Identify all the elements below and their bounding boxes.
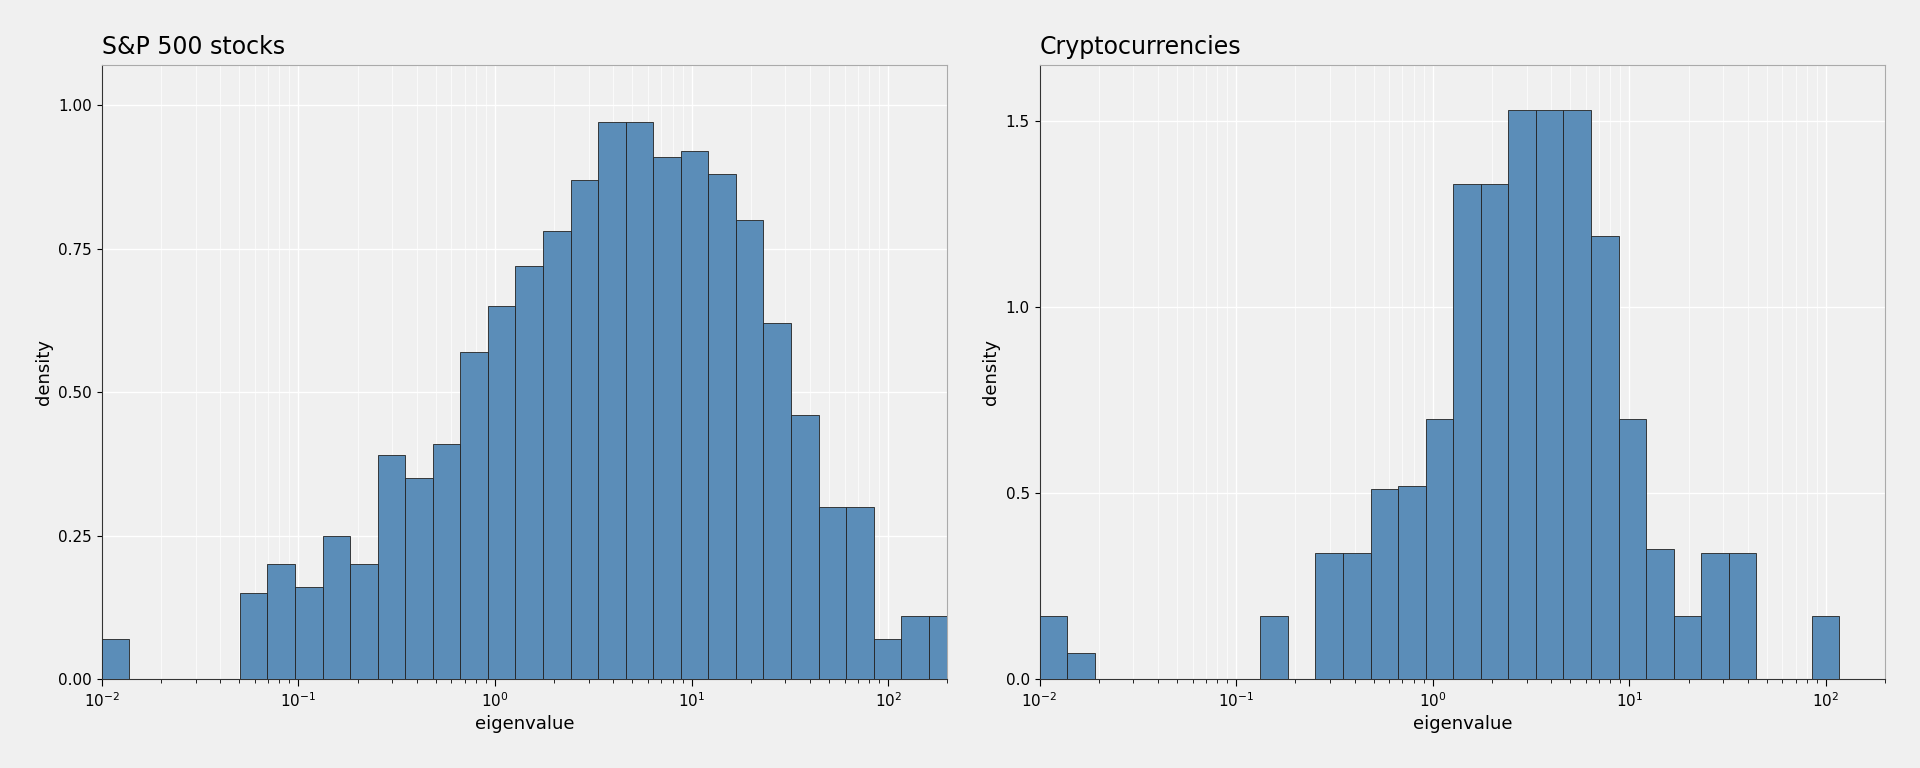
Bar (929, 616, 947, 679)
Bar (708, 174, 735, 679)
Bar (1427, 419, 1453, 679)
Bar (597, 122, 626, 679)
Bar (1812, 616, 1839, 679)
Bar (543, 231, 570, 679)
Bar (1701, 553, 1728, 679)
Bar (1563, 110, 1592, 679)
Bar (1480, 184, 1509, 679)
Bar (432, 444, 461, 679)
Bar (1645, 549, 1674, 679)
Bar (791, 415, 818, 679)
Bar (682, 151, 708, 679)
Bar (1260, 616, 1288, 679)
Bar (323, 535, 349, 679)
Bar (267, 564, 296, 679)
Bar (1068, 653, 1094, 679)
Bar (102, 639, 129, 679)
Bar (461, 352, 488, 679)
Text: Cryptocurrencies: Cryptocurrencies (1039, 35, 1240, 58)
Bar (378, 455, 405, 679)
Bar (900, 616, 929, 679)
Bar (240, 593, 267, 679)
Bar (735, 220, 764, 679)
Y-axis label: density: density (35, 339, 52, 405)
Bar (1619, 419, 1645, 679)
X-axis label: eigenvalue: eigenvalue (1413, 715, 1513, 733)
Bar (296, 588, 323, 679)
Bar (818, 507, 847, 679)
Bar (1536, 110, 1563, 679)
Bar (515, 266, 543, 679)
Bar (1509, 110, 1536, 679)
Bar (1453, 184, 1480, 679)
Text: S&P 500 stocks: S&P 500 stocks (102, 35, 284, 58)
Bar (488, 306, 515, 679)
Bar (1398, 485, 1427, 679)
Bar (1674, 616, 1701, 679)
Bar (1728, 553, 1757, 679)
Bar (570, 180, 597, 679)
Bar (874, 639, 900, 679)
Bar (626, 122, 653, 679)
Bar (1592, 236, 1619, 679)
Bar (405, 478, 432, 679)
Bar (349, 564, 378, 679)
X-axis label: eigenvalue: eigenvalue (474, 715, 574, 733)
Bar (1371, 489, 1398, 679)
Bar (1039, 616, 1068, 679)
Y-axis label: density: density (983, 339, 1000, 405)
Bar (764, 323, 791, 679)
Bar (847, 507, 874, 679)
Bar (653, 157, 682, 679)
Bar (1315, 553, 1342, 679)
Bar (1342, 553, 1371, 679)
